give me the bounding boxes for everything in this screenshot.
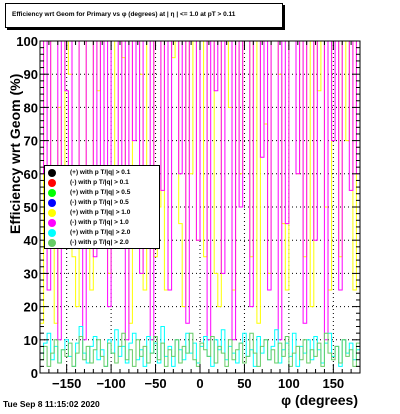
legend-marker-icon bbox=[48, 229, 56, 237]
legend-marker-icon bbox=[48, 169, 56, 177]
x-axis-title: φ (degrees) bbox=[281, 392, 358, 408]
y-tick-label: 70 bbox=[24, 134, 38, 149]
x-tick-label: 150 bbox=[322, 376, 344, 391]
legend-label: (-) with p T/|q| > 2.0 bbox=[70, 239, 129, 246]
x-tick-label: 50 bbox=[237, 376, 251, 391]
legend-label: (+) with p T/|q| > 1.0 bbox=[70, 209, 131, 216]
legend-marker-icon bbox=[48, 209, 56, 217]
x-tick-label: −150 bbox=[52, 376, 81, 391]
legend-label: (-) with p T/|q| > 0.1 bbox=[70, 179, 129, 186]
timestamp: Tue Sep 8 11:15:02 2020 bbox=[3, 399, 100, 409]
legend: (+) with p T/|q| > 0.1 (-) with p T/|q| >… bbox=[44, 165, 160, 249]
legend-marker-icon bbox=[48, 199, 56, 207]
y-tick-label: 0 bbox=[31, 366, 38, 381]
y-tick-label: 10 bbox=[24, 333, 38, 348]
y-tick-label: 90 bbox=[24, 67, 38, 82]
legend-marker-icon bbox=[48, 189, 56, 197]
legend-marker-icon bbox=[48, 179, 56, 187]
x-tick-label: −50 bbox=[145, 376, 167, 391]
y-tick-label: 80 bbox=[24, 100, 38, 115]
y-tick-label: 30 bbox=[24, 266, 38, 281]
y-axis-title: Efficiency wrt Geom (%) bbox=[7, 74, 23, 234]
series-line-5 bbox=[40, 40, 360, 341]
legend-label: (+) with p T/|q| > 0.5 bbox=[70, 189, 131, 196]
x-tick-label: −100 bbox=[96, 376, 125, 391]
y-tick-label: 100 bbox=[16, 34, 38, 49]
chart-title-box: Efficiency wrt Geom for Primary vs φ (de… bbox=[5, 3, 283, 28]
y-tick-label: 60 bbox=[24, 167, 38, 182]
x-tick-label: 100 bbox=[278, 376, 300, 391]
y-tick-label: 40 bbox=[24, 233, 38, 248]
axis-tick-labels: 0 10 20 30 40 50 60 70 80 90 100 −150 −100 −50 0 50 100 1… bbox=[16, 34, 344, 391]
series-line-7 bbox=[40, 332, 360, 367]
axis-ticks bbox=[39, 40, 361, 374]
x-tick-label: 0 bbox=[196, 376, 203, 391]
chart-title: Efficiency wrt Geom for Primary vs φ (de… bbox=[12, 11, 236, 18]
legend-label: (-) with p T/|q| > 0.5 bbox=[70, 199, 129, 206]
y-tick-label: 20 bbox=[24, 300, 38, 315]
legend-marker-icon bbox=[48, 239, 56, 247]
legend-label: (-) with p T/|q| > 1.0 bbox=[70, 219, 129, 226]
legend-marker-icon bbox=[48, 219, 56, 227]
legend-label: (+) with p T/|q| > 2.0 bbox=[70, 229, 131, 236]
y-tick-label: 50 bbox=[24, 200, 38, 215]
legend-label: (+) with p T/|q| > 0.1 bbox=[70, 169, 131, 176]
